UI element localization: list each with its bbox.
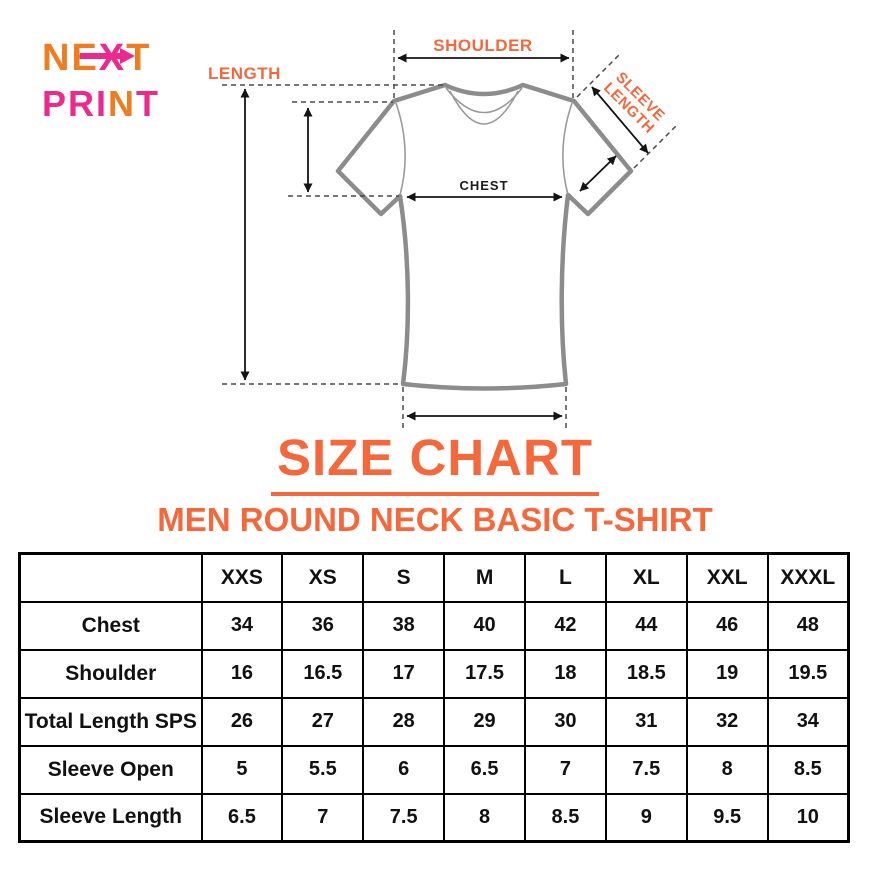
size-value-cell: 30	[524, 696, 607, 747]
size-value-cell: 19.5	[766, 648, 850, 699]
size-value-cell: 31	[604, 696, 688, 747]
sleeve-end-dashed-line	[633, 123, 679, 169]
tshirt-diagram: SHOULDER LENGTH CHEST SLEEVELENGTH	[208, 30, 679, 428]
row-label: Sleeve Open	[18, 744, 203, 795]
logo-arrow-icon	[80, 48, 135, 64]
column-header: XXS	[200, 552, 284, 603]
column-header: L	[524, 552, 607, 603]
size-value-cell: 5.5	[281, 744, 365, 795]
size-value-cell: 5	[200, 744, 284, 795]
size-value-cell: 8	[685, 744, 769, 795]
size-value-cell: 6	[362, 744, 446, 795]
size-value-cell: 7.5	[362, 792, 446, 843]
column-header: XL	[604, 552, 688, 603]
size-value-cell: 40	[443, 600, 526, 651]
table-row: Shoulder 16 16.5 17 17.5 18 18.5 19 19.5	[18, 648, 850, 699]
sleeve-length-arrow	[591, 86, 649, 154]
table-row: Sleeve Length 6.5 7 7.5 8 8.5 9 9.5 10	[18, 792, 850, 843]
size-value-cell: 6.5	[443, 744, 526, 795]
size-value-cell: 7.5	[604, 744, 688, 795]
size-value-cell: 29	[443, 696, 526, 747]
size-value-cell: 17	[362, 648, 446, 699]
size-value-cell: 9	[604, 792, 688, 843]
size-value-cell: 8	[443, 792, 526, 843]
size-value-cell: 32	[685, 696, 769, 747]
size-value-cell: 16.5	[281, 648, 365, 699]
brand-logo: NEXT PRINT	[42, 37, 160, 124]
size-value-cell: 38	[362, 600, 446, 651]
sleeve-open-arrow	[579, 155, 617, 192]
length-label: LENGTH	[208, 64, 281, 83]
size-value-cell: 18	[524, 648, 607, 699]
size-value-cell: 18.5	[604, 648, 688, 699]
column-header: S	[362, 552, 446, 603]
page-subtitle: MEN ROUND NECK BASIC T-SHIRT	[157, 501, 713, 538]
column-header: M	[443, 552, 526, 603]
corner-cell	[18, 552, 203, 603]
size-table-body: Chest 34 36 38 40 42 44 46 48 Shoulder 16 16.5 17 17.…	[18, 600, 850, 843]
size-value-cell: 36	[281, 600, 365, 651]
size-value-cell: 7	[524, 744, 607, 795]
size-value-cell: 19	[685, 648, 769, 699]
page-title: SIZE CHART	[0, 428, 870, 496]
size-value-cell: 34	[766, 696, 850, 747]
tshirt-outline	[335, 82, 634, 391]
table-row: Chest 34 36 38 40 42 44 46 48	[18, 600, 850, 651]
sleeve-top-dashed-line	[576, 52, 622, 98]
size-value-cell: 7	[281, 792, 365, 843]
size-value-cell: 9.5	[685, 792, 769, 843]
size-table-header-row: XXS XS S M L XL XXL XXXL	[18, 552, 850, 603]
logo-word-print: PRINT	[42, 83, 160, 124]
size-table-head: XXS XS S M L XL XXL XXXL	[18, 552, 850, 603]
row-label: Shoulder	[18, 648, 203, 699]
size-value-cell: 27	[281, 696, 365, 747]
row-label: Total Length SPS	[18, 696, 203, 747]
right-sleeve-seam	[562, 102, 573, 196]
size-value-cell: 6.5	[200, 792, 284, 843]
sleeve-length-label: SLEEVELENGTH	[600, 68, 669, 137]
table-row: Total Length SPS 26 27 28 29 30 31 32 34	[18, 696, 850, 747]
table-row: Sleeve Open 5 5.5 6 6.5 7 7.5 8 8.5	[18, 744, 850, 795]
size-value-cell: 26	[200, 696, 284, 747]
size-value-cell: 28	[362, 696, 446, 747]
size-value-cell: 10	[766, 792, 850, 843]
size-value-cell: 48	[766, 600, 850, 651]
chest-label: CHEST	[459, 178, 508, 193]
size-value-cell: 42	[524, 600, 607, 651]
page-title-text: SIZE CHART	[271, 428, 599, 496]
size-value-cell: 8.5	[524, 792, 607, 843]
column-header: XXL	[685, 552, 769, 603]
size-value-cell: 34	[200, 600, 284, 651]
size-value-cell: 46	[685, 600, 769, 651]
left-sleeve-seam	[395, 102, 406, 196]
row-label: Chest	[18, 600, 203, 651]
row-label: Sleeve Length	[18, 792, 203, 843]
column-header: XXXL	[766, 552, 850, 603]
size-value-cell: 17.5	[443, 648, 526, 699]
shoulder-label: SHOULDER	[433, 36, 532, 55]
column-header: XS	[281, 552, 365, 603]
size-value-cell: 44	[604, 600, 688, 651]
size-value-cell: 16	[200, 648, 284, 699]
size-value-cell: 8.5	[766, 744, 850, 795]
collar-arc-inner	[449, 90, 519, 125]
size-table: XXS XS S M L XL XXL XXXL Chest 34 36 38 40 42 44 46 48 S…	[18, 552, 850, 843]
